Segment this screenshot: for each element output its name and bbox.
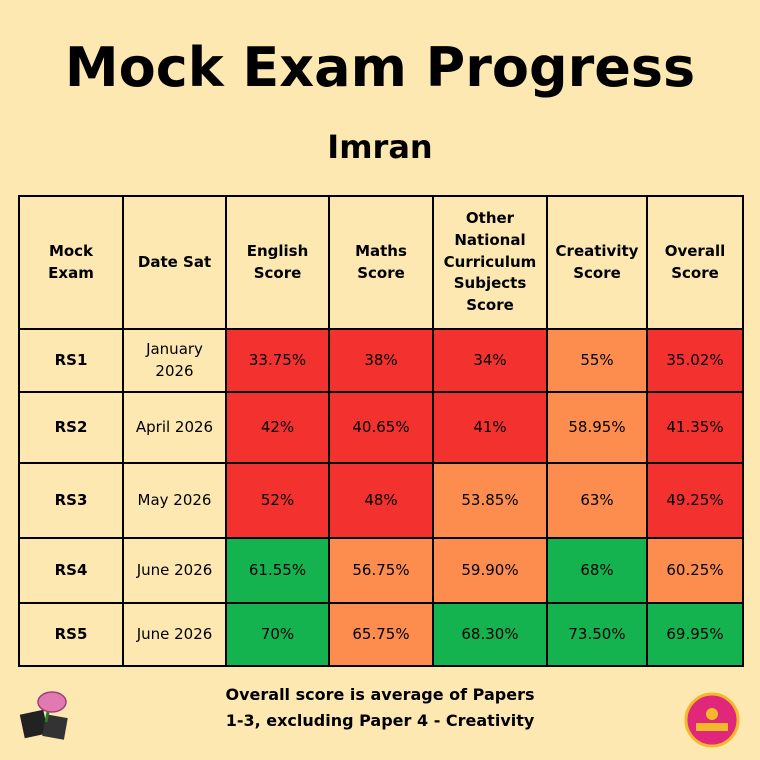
footnote-line: Overall score is average of Papers [225, 685, 535, 704]
column-header: English Score [225, 195, 330, 330]
progress-table: Mock Exam Date Sat English Score Maths Scor… [18, 195, 744, 667]
table-cell: 63% [546, 462, 648, 539]
exam-cell: RS3 [18, 462, 124, 539]
table-cell: 48% [328, 462, 434, 539]
table-cell: 49.25% [646, 462, 744, 539]
table-cell: June 2026 [122, 537, 227, 604]
title: Mock Exam Progress [64, 36, 696, 99]
mock-logo [684, 692, 740, 748]
column-header: Maths Score [328, 195, 434, 330]
table-cell: 34% [432, 328, 548, 393]
table-cell: 53.85% [432, 462, 548, 539]
table-cell: 69.95% [646, 602, 744, 667]
table-cell: 68.30% [432, 602, 548, 667]
table-cell: 61.55% [225, 537, 330, 604]
table-cell: 35.02% [646, 328, 744, 393]
table-cell: 70% [225, 602, 330, 667]
table-row: RS5 June 2026 70% 65.75% 68.30% 73.50% 69.95% [18, 602, 744, 667]
table-body: RS1 January 2026 33.75% 38% 34% 55% 35.02% RS2 A… [18, 328, 744, 667]
table-cell: 38% [328, 328, 434, 393]
table-cell: 40.65% [328, 391, 434, 464]
column-header: Overall Score [646, 195, 744, 330]
table-cell: 41% [432, 391, 548, 464]
exam-cell: RS2 [18, 391, 124, 464]
column-header: Creativity Score [546, 195, 648, 330]
subtitle: Imran [327, 128, 433, 166]
exam-cell: RS4 [18, 537, 124, 604]
table-cell: April 2026 [122, 391, 227, 464]
table-row: RS4 June 2026 61.55% 56.75% 59.90% 68% 60.25% [18, 537, 744, 604]
table-cell: 60.25% [646, 537, 744, 604]
footnote: Overall score is average of Papers 1-3, … [0, 682, 760, 734]
exam-cell: RS5 [18, 602, 124, 667]
table-cell: 52% [225, 462, 330, 539]
table-cell: 41.35% [646, 391, 744, 464]
column-header: Date Sat [122, 195, 227, 330]
footnote-line: 1-3, excluding Paper 4 - Creativity [225, 711, 535, 730]
table-cell: 55% [546, 328, 648, 393]
column-header: Other National Curriculum Subjects Score [432, 195, 548, 330]
table-cell: 33.75% [225, 328, 330, 393]
table-cell: 58.95% [546, 391, 648, 464]
brain-logo [19, 691, 68, 740]
table-row: RS1 January 2026 33.75% 38% 34% 55% 35.02% [18, 328, 744, 393]
table-cell: January 2026 [122, 328, 227, 393]
table-row: RS3 May 2026 52% 48% 53.85% 63% 49.25% [18, 462, 744, 539]
table-cell: 65.75% [328, 602, 434, 667]
exam-cell: RS1 [18, 328, 124, 393]
table-cell: 42% [225, 391, 330, 464]
table-cell: May 2026 [122, 462, 227, 539]
table-row: RS2 April 2026 42% 40.65% 41% 58.95% 41.35% [18, 391, 744, 464]
column-header: Mock Exam [18, 195, 124, 330]
table-cell: 68% [546, 537, 648, 604]
table-cell: June 2026 [122, 602, 227, 667]
header-row: Mock Exam Date Sat English Score Maths Scor… [18, 195, 744, 330]
table-cell: 56.75% [328, 537, 434, 604]
table-cell: 73.50% [546, 602, 648, 667]
table-cell: 59.90% [432, 537, 548, 604]
